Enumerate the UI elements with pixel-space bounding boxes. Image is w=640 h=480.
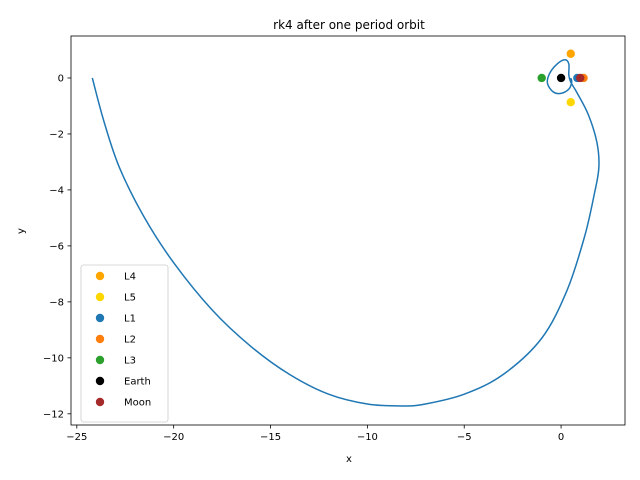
y-tick-label: −2 (49, 129, 64, 140)
legend-label-l2: L2 (124, 335, 136, 346)
y-axis: −12 −10 −8 −6 −4 −2 0 (43, 73, 71, 420)
plot-area (91, 49, 600, 407)
x-tick-label: −20 (163, 432, 184, 443)
y-tick-label: −12 (43, 409, 64, 420)
x-tick-label: −10 (357, 432, 378, 443)
x-tick-label: 0 (558, 432, 564, 443)
x-axis-label: x (346, 454, 352, 465)
legend: L4 L5 L1 L2 L3 Earth Moon (80, 264, 169, 423)
legend-marker-l2 (95, 334, 105, 344)
point-l4 (566, 49, 575, 58)
axes-frame (70, 35, 626, 426)
orbit-line (91, 59, 600, 407)
legend-label-l1: L1 (124, 314, 136, 325)
legend-label-moon: Moon (124, 398, 151, 409)
legend-marker-l5 (95, 292, 105, 302)
point-moon (576, 73, 585, 83)
y-tick-label: 0 (58, 73, 64, 84)
legend-marker-earth (95, 376, 105, 386)
x-tick-label: −25 (66, 432, 87, 443)
legend-marker-l1 (95, 313, 105, 323)
y-tick-label: −10 (43, 353, 64, 364)
legend-marker-l4 (95, 271, 105, 281)
y-tick-label: −4 (49, 185, 64, 196)
legend-label-earth: Earth (124, 377, 151, 388)
y-tick-label: −6 (49, 241, 64, 252)
y-axis-label: y (16, 228, 27, 234)
chart-title: rk4 after one period orbit (273, 18, 425, 32)
point-earth (556, 73, 566, 83)
x-axis: −25 −20 −15 −10 −5 0 (66, 425, 564, 443)
point-l5 (566, 98, 575, 107)
x-tick-label: −15 (260, 432, 281, 443)
legend-marker-l3 (95, 355, 105, 365)
point-l3 (537, 73, 546, 83)
y-tick-label: −8 (49, 297, 64, 308)
legend-label-l4: L4 (124, 272, 136, 283)
x-tick-label: −5 (457, 432, 472, 443)
legend-label-l3: L3 (124, 356, 136, 367)
legend-label-l5: L5 (124, 293, 136, 304)
legend-marker-moon (95, 397, 105, 407)
